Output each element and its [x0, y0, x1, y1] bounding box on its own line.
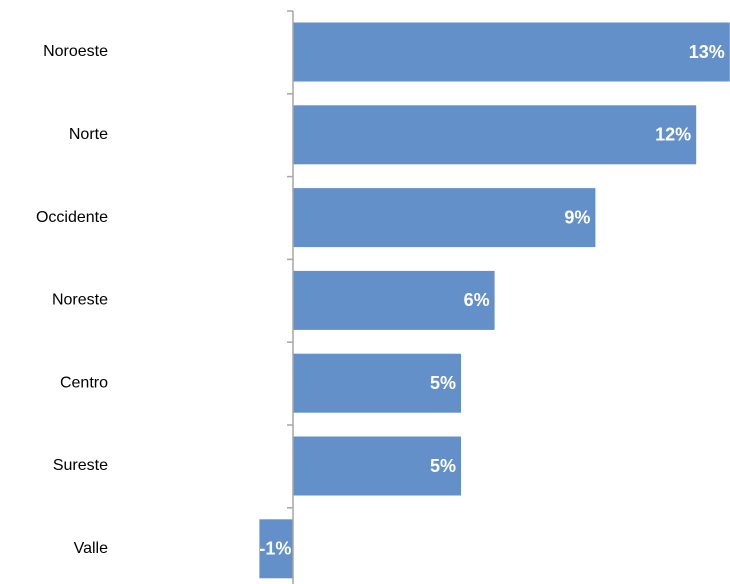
- data-label-noroeste: 13%: [689, 42, 725, 62]
- category-label-occidente: Occidente: [36, 209, 108, 226]
- data-label-occidente: 9%: [564, 207, 590, 227]
- bar-norte: [293, 105, 697, 165]
- category-label-noroeste: Noroeste: [43, 43, 108, 60]
- data-label-norte: 12%: [655, 125, 691, 145]
- data-label-valle: -1%: [259, 539, 291, 559]
- category-label-noreste: Noreste: [52, 292, 108, 309]
- bar-valle: [259, 519, 293, 579]
- category-axis: [287, 10, 294, 584]
- data-label-noreste: 6%: [464, 290, 490, 310]
- bar-sureste: [293, 436, 461, 496]
- bar-noroeste: [293, 22, 730, 82]
- data-labels: 13% 12% 9% 6% 5% 5% -1%: [259, 42, 724, 559]
- bars-group: [259, 22, 730, 579]
- category-label-norte: Norte: [69, 126, 108, 143]
- data-label-sureste: 5%: [430, 456, 456, 476]
- category-label-valle: Valle: [74, 540, 108, 557]
- category-labels: Noroeste Norte Occidente Noreste Centro Sures…: [36, 43, 108, 557]
- bar-noreste: [293, 270, 495, 330]
- category-label-centro: Centro: [60, 374, 108, 391]
- data-label-centro: 5%: [430, 373, 456, 393]
- category-label-sureste: Sureste: [53, 457, 108, 474]
- bar-centro: [293, 353, 461, 413]
- bar-occidente: [293, 188, 596, 248]
